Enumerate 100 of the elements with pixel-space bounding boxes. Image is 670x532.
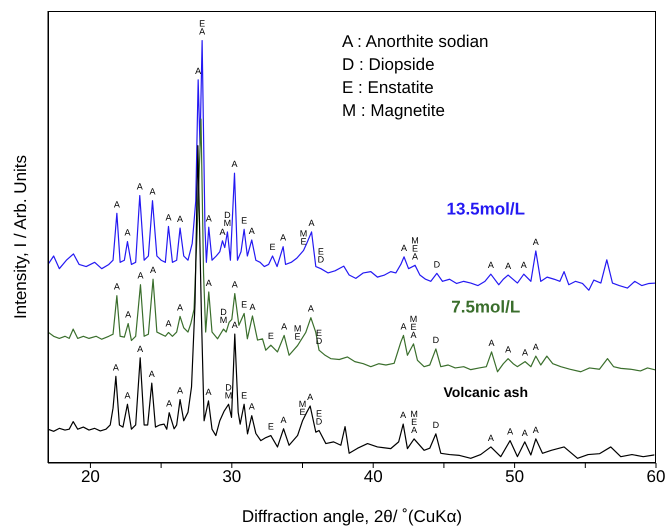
annotation: A — [165, 212, 172, 222]
annotation: E — [300, 236, 307, 247]
annotation: A — [248, 402, 255, 412]
annotation: A — [280, 414, 287, 425]
annotation: A — [308, 218, 315, 228]
annotation: E — [411, 416, 418, 427]
x-axis-title: Diffraction angle, 2θ/ ˚(CuKα) — [242, 507, 462, 526]
annotation: A — [124, 228, 130, 238]
annotation: A — [532, 424, 539, 435]
annotation: A — [400, 321, 406, 332]
annotation: M — [224, 390, 232, 400]
annotation: E — [241, 299, 248, 310]
annotation: E — [294, 332, 301, 342]
annotation: A — [231, 159, 238, 170]
annotation: E — [412, 243, 418, 254]
y-axis-title: Intensity, I / Arb. Units — [11, 154, 30, 320]
x-tick-label: 50 — [505, 467, 524, 486]
annotation: D — [432, 334, 440, 345]
annotation: D — [225, 382, 232, 392]
annotation: M : Magnetite — [342, 100, 446, 122]
annotation: A — [507, 426, 514, 437]
annotation: A — [124, 390, 130, 400]
annotation: A — [488, 338, 495, 348]
annotation: D — [434, 259, 441, 270]
annotation: D — [220, 307, 228, 318]
annotation: E — [300, 406, 306, 417]
annotation: A — [520, 260, 527, 270]
annotation: A — [522, 348, 528, 358]
annotation: A — [125, 310, 132, 320]
annotation: A — [522, 428, 528, 438]
annotation: A — [505, 261, 512, 272]
annotation: E — [199, 18, 206, 29]
annotation: A — [177, 386, 184, 396]
annotation: A : Anorthite sodian — [342, 31, 488, 53]
annotation: A — [112, 362, 119, 372]
annotation: E — [268, 422, 274, 432]
annotation: A — [114, 199, 120, 210]
annotation: A — [136, 182, 143, 192]
annotation: A — [410, 330, 417, 340]
x-tick-label: 60 — [646, 467, 666, 486]
annotation: E — [410, 322, 417, 332]
annotation: A — [177, 214, 184, 224]
annotation: A — [219, 226, 226, 237]
annotation: D — [224, 210, 232, 220]
annotation: A — [532, 342, 539, 352]
annotation: E — [270, 242, 276, 252]
annotation: E — [316, 328, 322, 338]
annotation: A — [137, 344, 144, 354]
annotation: A — [150, 265, 156, 276]
annotation: A — [488, 260, 494, 270]
annotation: A — [532, 236, 539, 247]
annotation: D — [316, 416, 323, 426]
annotation: M — [298, 398, 306, 409]
annotation: E — [241, 215, 248, 226]
annotation: A — [149, 186, 156, 197]
series-label: 13.5mol/L — [446, 200, 525, 219]
annotation: E — [318, 246, 324, 257]
annotation: E — [316, 408, 322, 418]
annotation: A — [177, 302, 184, 312]
annotation: A — [307, 392, 314, 402]
annotation: A — [199, 26, 206, 37]
annotation: M — [300, 228, 308, 239]
annotation: D — [432, 420, 440, 430]
annotation: A — [308, 304, 314, 314]
annotation: A — [249, 302, 256, 312]
x-tick-label: 20 — [80, 467, 100, 486]
annotation: M — [220, 315, 228, 326]
annotation: E — [268, 331, 274, 342]
annotation: M — [294, 324, 302, 334]
text: 7.5mol/L — [451, 298, 520, 317]
annotation: A — [114, 282, 120, 292]
annotation: D — [318, 254, 325, 265]
annotation: A — [505, 344, 512, 355]
annotation: A — [488, 432, 494, 443]
annotation: M — [224, 218, 232, 228]
annotation: M — [411, 235, 419, 246]
annotation: M — [410, 314, 418, 324]
annotation: A — [166, 398, 172, 409]
x-tick-label: 40 — [364, 467, 383, 486]
annotation: M — [410, 408, 418, 419]
annotation: A — [400, 410, 406, 420]
annotation: A — [206, 213, 212, 224]
text: Volcanic ash — [443, 384, 528, 400]
annotation: A — [232, 280, 238, 290]
annotation: A — [411, 424, 418, 435]
annotation: A — [248, 226, 255, 236]
annotation: E : Enstatite — [342, 77, 435, 99]
annotation: A — [137, 270, 144, 281]
annotation: A — [195, 66, 202, 76]
annotation: A — [401, 242, 408, 253]
annotation: D : Diopside — [342, 54, 436, 76]
annotation: E — [241, 390, 248, 400]
annotation: A — [280, 232, 286, 243]
annotation: A — [206, 278, 212, 288]
annotation: A — [205, 386, 212, 397]
annotation: A — [165, 318, 172, 328]
annotation: A — [281, 321, 288, 332]
annotation: A — [232, 320, 238, 330]
annotation: A — [148, 369, 155, 380]
x-tick-label: 30 — [222, 467, 242, 486]
